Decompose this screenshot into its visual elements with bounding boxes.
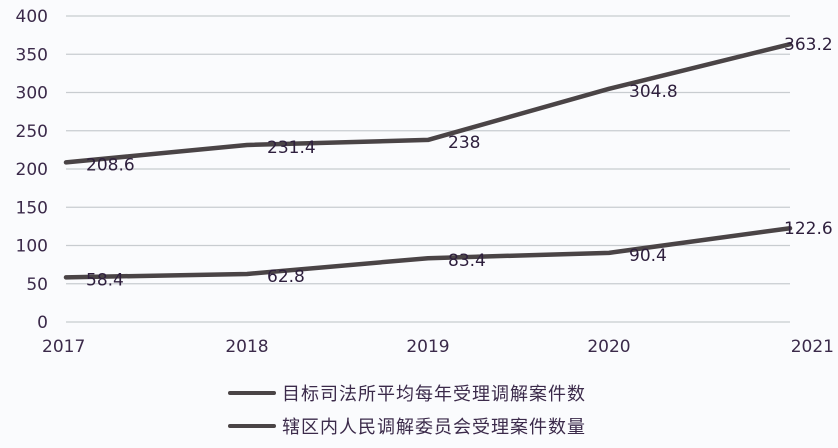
x-tick-label: 2017	[42, 337, 85, 357]
gridlines	[66, 15, 790, 323]
series-lines	[63, 41, 793, 280]
y-tick-label: 350	[16, 45, 48, 65]
line-chart: 0 50 100 150 200 250 300 350 400 2017 2018 2019 202…	[16, 7, 834, 357]
data-label: 62.8	[267, 267, 305, 287]
legend-item-series-1: 目标司法所平均每年受理调解案件数	[228, 376, 586, 409]
data-labels: 208.6 231.4 238 304.8 363.2 58.4 62.8 83.4 90.4 1…	[86, 35, 833, 290]
data-label: 363.2	[784, 35, 833, 55]
y-tick-label: 100	[16, 237, 48, 257]
y-tick-label: 50	[26, 275, 48, 295]
data-label: 83.4	[448, 251, 486, 271]
series-line-2	[63, 225, 793, 280]
y-tick-label: 250	[16, 122, 48, 142]
legend-item-series-2: 辖区内人民调解委员会受理案件数量	[228, 409, 586, 442]
y-tick-label: 0	[37, 313, 48, 333]
y-tick-label: 300	[16, 84, 48, 104]
legend-label: 目标司法所平均每年受理调解案件数	[282, 383, 586, 405]
data-label: 304.8	[629, 82, 678, 102]
x-tick-label: 2019	[406, 337, 449, 357]
y-tick-label: 150	[16, 198, 48, 218]
x-tick-label: 2020	[587, 337, 630, 357]
legend-line-icon	[228, 423, 276, 428]
legend-line-icon	[228, 390, 276, 395]
x-axis-ticks: 2017 2018 2019 2020 2021	[42, 337, 834, 357]
data-label: 208.6	[86, 155, 135, 175]
y-tick-label: 200	[16, 160, 48, 180]
x-tick-label: 2021	[791, 337, 834, 357]
y-tick-label: 400	[16, 7, 48, 27]
legend-label: 辖区内人民调解委员会受理案件数量	[282, 416, 586, 438]
data-label: 238	[448, 133, 480, 153]
data-label: 122.6	[784, 219, 833, 239]
data-label: 231.4	[267, 138, 316, 158]
legend: 目标司法所平均每年受理调解案件数 辖区内人民调解委员会受理案件数量	[228, 376, 586, 442]
data-label: 58.4	[86, 270, 124, 290]
series-line-1	[63, 41, 793, 165]
y-axis-ticks: 0 50 100 150 200 250 300 350 400	[16, 7, 48, 333]
x-tick-label: 2018	[225, 337, 268, 357]
data-label: 90.4	[629, 246, 667, 266]
